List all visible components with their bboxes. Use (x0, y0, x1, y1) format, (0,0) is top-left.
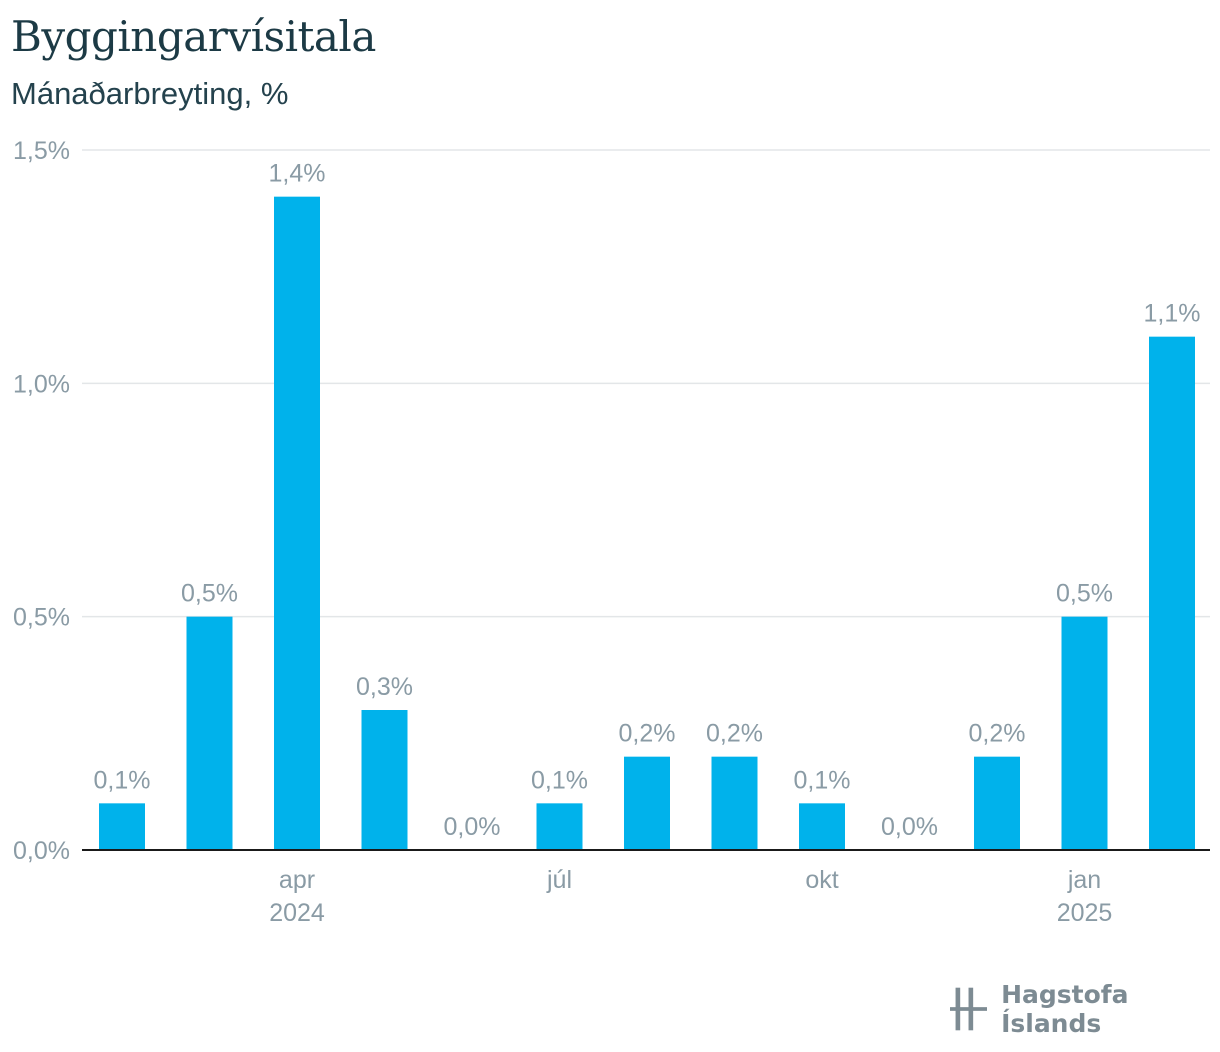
bar (99, 803, 145, 850)
data-label: 0,1% (531, 766, 588, 794)
data-label: 0,0% (881, 813, 938, 841)
data-label: 0,2% (619, 720, 676, 748)
y-tick-label: 0,5% (13, 604, 70, 632)
bar (361, 710, 408, 850)
x-tick-label: júl (546, 866, 572, 894)
chart-title: Byggingarvísitala (11, 12, 376, 61)
x-tick-label: apr (279, 866, 315, 894)
data-label: 0,5% (181, 580, 238, 608)
data-label: 0,0% (444, 813, 501, 841)
data-label: 0,2% (706, 720, 763, 748)
bar (711, 756, 758, 850)
x-tick-labels: apr 2024 júl okt jan 2025 (269, 866, 1112, 927)
x-tick-label: okt (805, 866, 838, 894)
bar (1061, 616, 1108, 850)
bar (799, 803, 845, 850)
bar (974, 756, 1020, 850)
hagstofa-logo: Hagstofa Íslands (950, 980, 1220, 1038)
bar (186, 616, 233, 850)
data-label: 0,1% (94, 766, 151, 794)
chart-subtitle: Mánaðarbreyting, % (11, 76, 289, 111)
bar (274, 196, 320, 850)
grid-lines (82, 149, 1210, 618)
data-labels: 0,1% 0,5% 1,4% 0,3% 0,0% 0,1% 0,2% 0,2% 0,1% 0,0%… (94, 160, 1201, 841)
hagstofa-logo-icon (950, 987, 988, 1031)
x-tick-year-label: 2025 (1057, 899, 1113, 927)
bar (536, 803, 583, 850)
y-tick-label: 0,0% (13, 837, 70, 865)
y-tick-label: 1,5% (13, 137, 70, 165)
data-label: 1,4% (269, 160, 326, 188)
logo-text: Hagstofa Íslands (1001, 980, 1129, 1038)
data-label: 0,2% (969, 720, 1026, 748)
x-tick-year-label: 2024 (269, 899, 325, 927)
bars (99, 196, 1195, 851)
data-label: 0,3% (356, 673, 413, 701)
data-label: 1,1% (1144, 300, 1201, 328)
bar (1149, 336, 1195, 851)
x-tick-label: jan (1067, 866, 1101, 894)
y-tick-labels: 0,0% 0,5% 1,0% 1,5% (13, 137, 70, 865)
bar (624, 756, 670, 850)
data-label: 0,5% (1056, 580, 1113, 608)
y-tick-label: 1,0% (13, 370, 70, 398)
data-label: 0,1% (794, 766, 851, 794)
